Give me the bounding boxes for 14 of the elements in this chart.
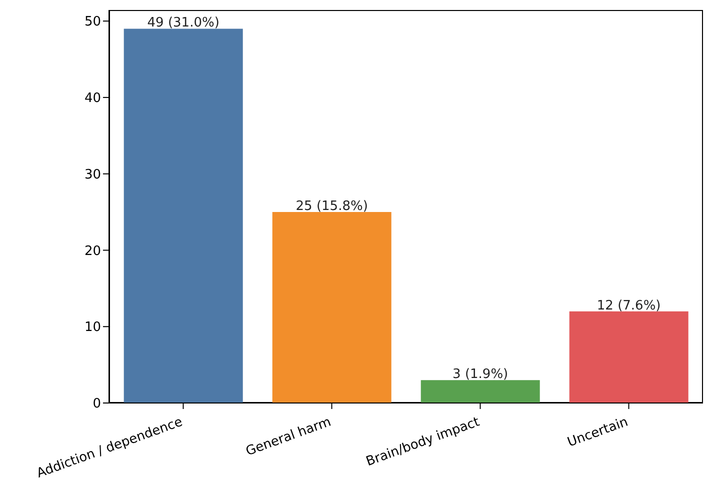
bar bbox=[272, 212, 392, 403]
y-tick-label: 30 bbox=[84, 167, 101, 182]
data-label: 49 (31.0%) bbox=[147, 16, 220, 31]
data-label: 3 (1.9%) bbox=[452, 367, 508, 382]
bar bbox=[124, 28, 243, 403]
data-label: 12 (7.6%) bbox=[596, 298, 661, 314]
y-tick-label: 40 bbox=[84, 91, 101, 106]
y-tick-label: 50 bbox=[84, 14, 101, 30]
bar bbox=[420, 380, 540, 403]
y-tick-label: 10 bbox=[84, 320, 101, 336]
bar bbox=[569, 311, 688, 403]
y-tick-label: 0 bbox=[92, 396, 101, 412]
y-tick-label: 20 bbox=[84, 244, 101, 259]
data-label: 25 (15.8%) bbox=[296, 199, 368, 214]
